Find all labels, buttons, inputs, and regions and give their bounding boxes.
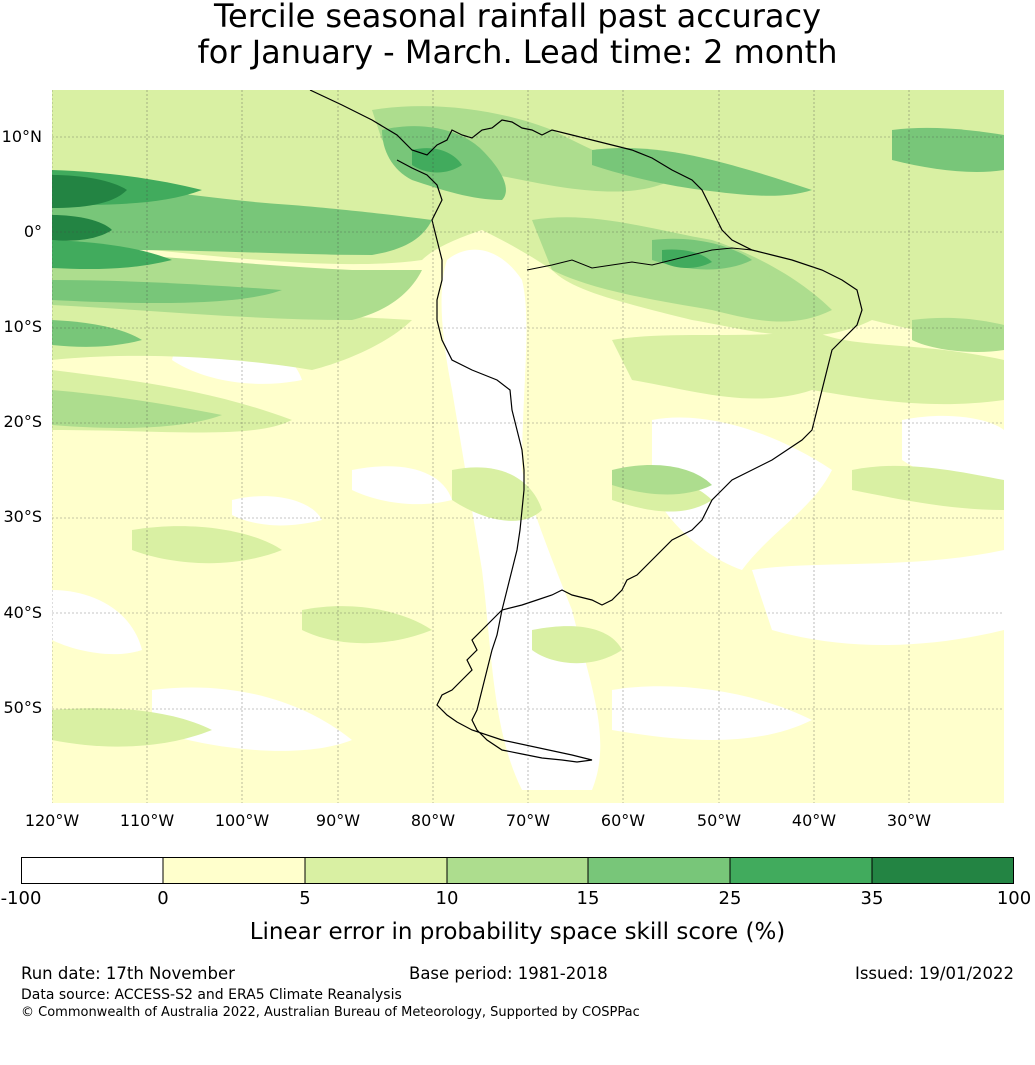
lat-label-10n: 10°N xyxy=(1,127,42,146)
lon-label-40w: 40°W xyxy=(791,811,837,830)
skill-35-100-patches xyxy=(52,175,127,241)
skill-10-15-patches xyxy=(52,106,1004,495)
run-date: Run date: 17th November xyxy=(21,964,235,983)
colorbar-segment-1 xyxy=(163,857,305,884)
colorbar-segment-3 xyxy=(447,857,588,884)
lon-label-70w: 70°W xyxy=(505,811,551,830)
chart-title-line1: Tercile seasonal rainfall past accuracy xyxy=(213,0,822,35)
graticule xyxy=(52,90,1004,803)
lat-label-50s: 50°S xyxy=(3,698,42,717)
lon-label-120w: 120°W xyxy=(24,811,80,830)
base-period: Base period: 1981-2018 xyxy=(409,964,608,983)
lat-label-30s: 30°S xyxy=(3,507,42,526)
lon-label-100w: 100°W xyxy=(214,811,270,830)
colorbar-tick-10: 10 xyxy=(435,888,459,909)
lon-label-30w: 30°W xyxy=(886,811,932,830)
colorbar-tick-25: 25 xyxy=(718,888,742,909)
lat-label-40s: 40°S xyxy=(3,603,42,622)
colorbar xyxy=(21,857,1014,884)
colorbar-segment-5 xyxy=(730,857,872,884)
colorbar-tick-5: 5 xyxy=(299,888,311,909)
south-america-coastline xyxy=(309,90,863,763)
lat-label-10s: 10°S xyxy=(3,317,42,336)
issued-date: Issued: 19/01/2022 xyxy=(854,964,1014,983)
lon-label-60w: 60°W xyxy=(600,811,646,830)
lon-label-110w: 110°W xyxy=(119,811,175,830)
colorbar-tick-neg100: -100 xyxy=(0,888,42,909)
colorbar-segment-2 xyxy=(305,857,447,884)
copyright-notice: © Commonwealth of Australia 2022, Austra… xyxy=(21,1005,640,1020)
skill-score-map xyxy=(52,90,1004,803)
river-line xyxy=(526,247,753,271)
colorbar-segment-6 xyxy=(872,857,1014,884)
colorbar-segment-0 xyxy=(21,857,163,884)
colorbar-tick-100: 100 xyxy=(996,888,1032,909)
lon-label-90w: 90°W xyxy=(315,811,361,830)
lat-label-20s: 20°S xyxy=(3,412,42,431)
lat-label-0: 0° xyxy=(23,222,42,241)
colorbar-segment-4 xyxy=(588,857,730,884)
colorbar-label: Linear error in probability space skill … xyxy=(249,919,786,945)
lon-label-80w: 80°W xyxy=(410,811,456,830)
colorbar-tick-15: 15 xyxy=(576,888,600,909)
chart-title-line2: for January - March. Lead time: 2 month xyxy=(197,33,838,71)
data-source: Data source: ACCESS-S2 and ERA5 Climate … xyxy=(21,987,402,1003)
skill-5-10-patches xyxy=(52,90,1004,747)
lon-label-50w: 50°W xyxy=(696,811,742,830)
colorbar-tick-0: 0 xyxy=(157,888,169,909)
colorbar-outline xyxy=(21,857,1014,884)
colorbar-tick-35: 35 xyxy=(860,888,884,909)
